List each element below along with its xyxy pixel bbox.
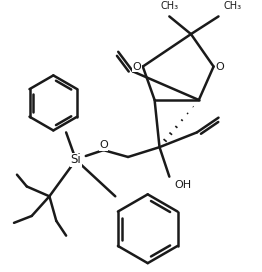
Text: Si: Si [70, 153, 81, 166]
Text: OH: OH [174, 180, 191, 190]
Text: O: O [99, 140, 108, 150]
Text: O: O [133, 61, 141, 72]
Text: CH₃: CH₃ [160, 1, 178, 11]
Text: O: O [215, 61, 224, 72]
Text: CH₃: CH₃ [223, 1, 242, 11]
